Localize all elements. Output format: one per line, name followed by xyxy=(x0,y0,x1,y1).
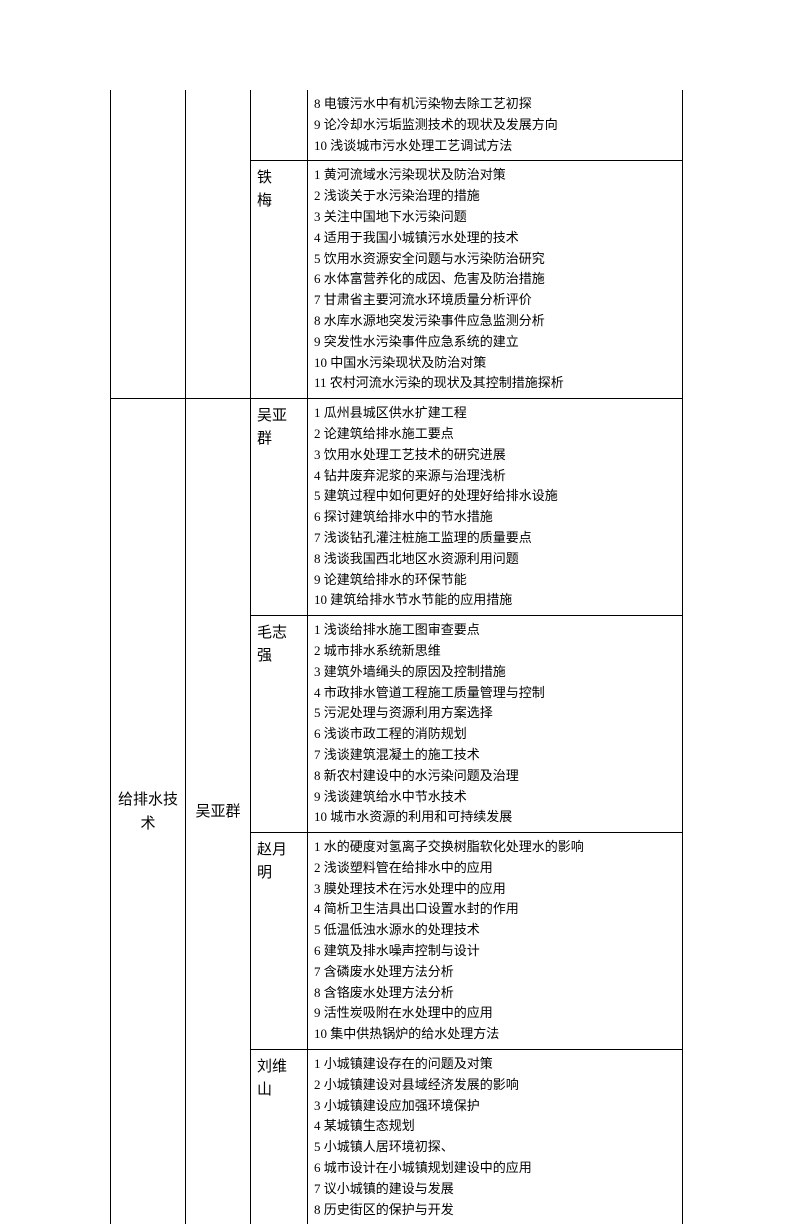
topic-item: 10 中国水污染现状及防治对策 xyxy=(314,353,676,374)
topics-cell: 1 瓜州县城区供水扩建工程 2 论建筑给排水施工要点 3 饮用水处理工艺技术的研… xyxy=(308,399,683,616)
topic-item: 2 论建筑给排水施工要点 xyxy=(314,424,676,445)
topic-item: 10 浅谈城市污水处理工艺调试方法 xyxy=(314,136,676,157)
topic-item: 7 浅谈钻孔灌注桩施工监理的质量要点 xyxy=(314,528,676,549)
topic-item: 10 城市水资源的利用和可持续发展 xyxy=(314,807,676,828)
topic-item: 2 浅谈塑料管在给排水中的应用 xyxy=(314,858,676,879)
topic-item: 4 简析卫生洁具出口设置水封的作用 xyxy=(314,899,676,920)
topic-item: 8 浅谈我国西北地区水资源利用问题 xyxy=(314,549,676,570)
topic-item: 6 城市设计在小城镇规划建设中的应用 xyxy=(314,1158,676,1179)
topic-item: 5 小城镇人居环境初探、 xyxy=(314,1137,676,1158)
topic-item: 5 建筑过程中如何更好的处理好给排水设施 xyxy=(314,486,676,507)
major-cell: 给排水技术 xyxy=(111,399,186,1224)
topic-item: 6 水体富营养化的成因、危害及防治措施 xyxy=(314,269,676,290)
teacher-cell: 吴亚群 xyxy=(251,399,308,616)
topic-item: 1 瓜州县城区供水扩建工程 xyxy=(314,403,676,424)
topic-item: 1 水的硬度对氢离子交换树脂软化处理水的影响 xyxy=(314,837,676,858)
topic-item: 1 浅谈给排水施工图审查要点 xyxy=(314,620,676,641)
topic-item: 7 浅谈建筑混凝土的施工技术 xyxy=(314,745,676,766)
topic-item: 8 含铬废水处理方法分析 xyxy=(314,983,676,1004)
topic-item: 6 建筑及排水噪声控制与设计 xyxy=(314,941,676,962)
topic-item: 11 农村河流水污染的现状及其控制措施探析 xyxy=(314,373,676,394)
topic-item: 5 低温低浊水源水的处理技术 xyxy=(314,920,676,941)
topic-item: 2 城市排水系统新思维 xyxy=(314,641,676,662)
topic-item: 9 突发性水污染事件应急系统的建立 xyxy=(314,332,676,353)
teacher-cell: 铁 梅 xyxy=(251,161,308,399)
topic-item: 2 浅谈关于水污染治理的措施 xyxy=(314,186,676,207)
topic-item: 7 含磷废水处理方法分析 xyxy=(314,962,676,983)
topic-item: 9 论建筑给排水的环保节能 xyxy=(314,570,676,591)
topic-item: 3 膜处理技术在污水处理中的应用 xyxy=(314,879,676,900)
group-cell: 吴亚群 xyxy=(186,399,251,1224)
topics-cell: 1 水的硬度对氢离子交换树脂软化处理水的影响 2 浅谈塑料管在给排水中的应用 3… xyxy=(308,833,683,1050)
topic-item: 3 关注中国地下水污染问题 xyxy=(314,207,676,228)
topics-cell: 8 电镀污水中有机污染物去除工艺初探 9 论冷却水污垢监测技术的现状及发展方向 … xyxy=(308,90,683,161)
topic-item: 4 某城镇生态规划 xyxy=(314,1116,676,1137)
topics-cell: 1 浅谈给排水施工图审查要点 2 城市排水系统新思维 3 建筑外墙绳头的原因及控… xyxy=(308,616,683,833)
topic-item: 9 浅谈建筑给水中节水技术 xyxy=(314,787,676,808)
topic-item: 6 探讨建筑给排水中的节水措施 xyxy=(314,507,676,528)
topic-item: 9 论冷却水污垢监测技术的现状及发展方向 xyxy=(314,115,676,136)
topic-item: 8 历史街区的保护与开发 xyxy=(314,1200,676,1221)
major-cell xyxy=(111,90,186,399)
topic-item: 10 集中供热锅炉的给水处理方法 xyxy=(314,1024,676,1045)
table-row: 8 电镀污水中有机污染物去除工艺初探 9 论冷却水污垢监测技术的现状及发展方向 … xyxy=(111,90,683,161)
topic-item: 1 黄河流域水污染现状及防治对策 xyxy=(314,165,676,186)
topic-item: 4 钻井废弃泥浆的来源与治理浅析 xyxy=(314,466,676,487)
topics-cell: 1 小城镇建设存在的问题及对策 2 小城镇建设对县域经济发展的影响 3 小城镇建… xyxy=(308,1050,683,1224)
topic-item: 8 水库水源地突发污染事件应急监测分析 xyxy=(314,311,676,332)
topic-item: 7 甘肃省主要河流水环境质量分析评价 xyxy=(314,290,676,311)
teacher-cell: 赵月明 xyxy=(251,833,308,1050)
topic-item: 8 电镀污水中有机污染物去除工艺初探 xyxy=(314,94,676,115)
topic-item: 4 适用于我国小城镇污水处理的技术 xyxy=(314,228,676,249)
topic-item: 6 浅谈市政工程的消防规划 xyxy=(314,724,676,745)
topic-item: 3 建筑外墙绳头的原因及控制措施 xyxy=(314,662,676,683)
teacher-cell xyxy=(251,90,308,161)
topic-item: 3 小城镇建设应加强环境保护 xyxy=(314,1096,676,1117)
topic-item: 7 议小城镇的建设与发展 xyxy=(314,1179,676,1200)
topic-item: 9 活性炭吸附在水处理中的应用 xyxy=(314,1003,676,1024)
topic-item: 3 饮用水处理工艺技术的研究进展 xyxy=(314,445,676,466)
topic-item: 8 新农村建设中的水污染问题及治理 xyxy=(314,766,676,787)
topic-table: 8 电镀污水中有机污染物去除工艺初探 9 论冷却水污垢监测技术的现状及发展方向 … xyxy=(110,90,683,1224)
topic-item: 1 小城镇建设存在的问题及对策 xyxy=(314,1054,676,1075)
teacher-cell: 刘维山 xyxy=(251,1050,308,1224)
topic-item: 5 污泥处理与资源利用方案选择 xyxy=(314,703,676,724)
table-row: 给排水技术 吴亚群 吴亚群 1 瓜州县城区供水扩建工程 2 论建筑给排水施工要点… xyxy=(111,399,683,616)
topic-item: 4 市政排水管道工程施工质量管理与控制 xyxy=(314,683,676,704)
group-cell xyxy=(186,90,251,399)
topic-item: 10 建筑给排水节水节能的应用措施 xyxy=(314,590,676,611)
topics-cell: 1 黄河流域水污染现状及防治对策 2 浅谈关于水污染治理的措施 3 关注中国地下… xyxy=(308,161,683,399)
page: 8 电镀污水中有机污染物去除工艺初探 9 论冷却水污垢监测技术的现状及发展方向 … xyxy=(0,0,793,1122)
topic-item: 2 小城镇建设对县域经济发展的影响 xyxy=(314,1075,676,1096)
teacher-cell: 毛志强 xyxy=(251,616,308,833)
topic-item: 5 饮用水资源安全问题与水污染防治研究 xyxy=(314,249,676,270)
